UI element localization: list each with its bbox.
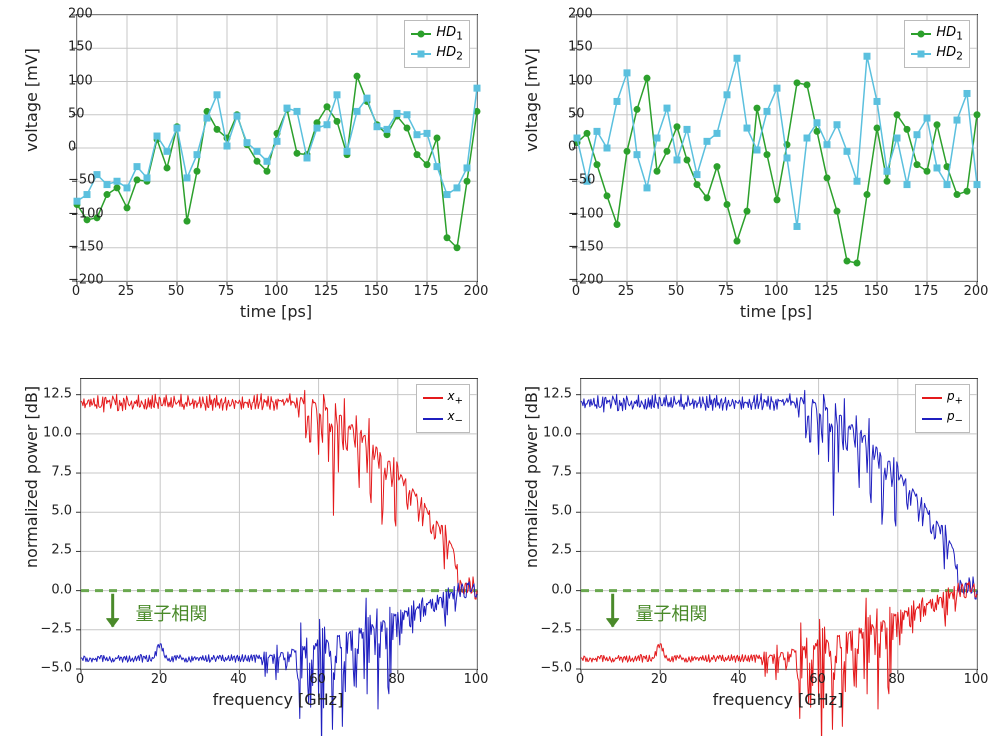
- ylabel-top-right: voltage [mV]: [522, 0, 541, 230]
- xtick: 100: [464, 672, 489, 687]
- xtick: 175: [414, 284, 439, 299]
- xtick: 80: [389, 672, 406, 687]
- ytick: 0.0: [51, 582, 72, 597]
- ytick: 10.0: [543, 425, 572, 440]
- xlabel-bottom-left: frequency [GHz]: [80, 690, 476, 709]
- xlabel-top-right: time [ps]: [576, 302, 976, 321]
- ytick: −2.5: [40, 621, 72, 636]
- ytick: 2.5: [551, 543, 572, 558]
- xtick: 80: [889, 672, 906, 687]
- ytick: 5.0: [51, 504, 72, 519]
- ytick: 5.0: [551, 504, 572, 519]
- ytick: 12.5: [543, 386, 572, 401]
- xtick: 50: [168, 284, 185, 299]
- xtick: 175: [914, 284, 939, 299]
- ytick: 2.5: [51, 543, 72, 558]
- legend: HD1HD2: [404, 20, 470, 68]
- xtick: 60: [809, 672, 826, 687]
- ylabel-bottom-left: normalized power [dB]: [22, 332, 41, 622]
- annotation-quantum-correlation: 量子相関: [635, 600, 707, 626]
- xtick: 20: [151, 672, 168, 687]
- xtick: 75: [718, 284, 735, 299]
- xtick: 100: [264, 284, 289, 299]
- xtick: 200: [464, 284, 489, 299]
- xtick: 25: [618, 284, 635, 299]
- ylabel-top-left: voltage [mV]: [22, 0, 41, 230]
- xtick: 150: [364, 284, 389, 299]
- figure: voltage [mV] time [ps] 0 25 50 75 100 125 150 1…: [0, 0, 1000, 736]
- xtick: 60: [309, 672, 326, 687]
- legend: p+p−: [915, 384, 970, 433]
- xtick: 40: [230, 672, 247, 687]
- ytick: −2.5: [540, 621, 572, 636]
- xtick: 125: [814, 284, 839, 299]
- xtick: 25: [118, 284, 135, 299]
- xtick: 150: [864, 284, 889, 299]
- xtick: 40: [730, 672, 747, 687]
- ytick: −5.0: [40, 661, 72, 676]
- xtick: 100: [764, 284, 789, 299]
- xlabel-top-left: time [ps]: [76, 302, 476, 321]
- ytick: 0.0: [551, 582, 572, 597]
- panel-bottom-right: normalized power [dB] frequency [GHz] 02…: [500, 368, 1000, 736]
- xlabel-bottom-right: frequency [GHz]: [580, 690, 976, 709]
- panel-top-right: voltage [mV] time [ps] 02550751001251501…: [500, 0, 1000, 350]
- xtick: 125: [314, 284, 339, 299]
- ytick: −5.0: [540, 661, 572, 676]
- xtick: 0: [76, 672, 84, 687]
- xtick: 20: [651, 672, 668, 687]
- ytick: 10.0: [43, 425, 72, 440]
- ytick: 7.5: [51, 465, 72, 480]
- ytick: 12.5: [43, 386, 72, 401]
- annotation-quantum-correlation: 量子相関: [135, 600, 207, 626]
- ytick: 7.5: [551, 465, 572, 480]
- xtick: 100: [964, 672, 989, 687]
- xtick: 50: [668, 284, 685, 299]
- panel-top-left: voltage [mV] time [ps] 02550751001251501…: [0, 0, 500, 350]
- xtick: 0: [576, 672, 584, 687]
- xtick: 75: [218, 284, 235, 299]
- legend: x+x−: [416, 384, 471, 433]
- xtick: 200: [964, 284, 989, 299]
- panel-bottom-left: normalized power [dB] frequency [GHz] 02…: [0, 368, 500, 736]
- legend: HD1HD2: [904, 20, 970, 68]
- ylabel-bottom-right: normalized power [dB]: [522, 332, 541, 622]
